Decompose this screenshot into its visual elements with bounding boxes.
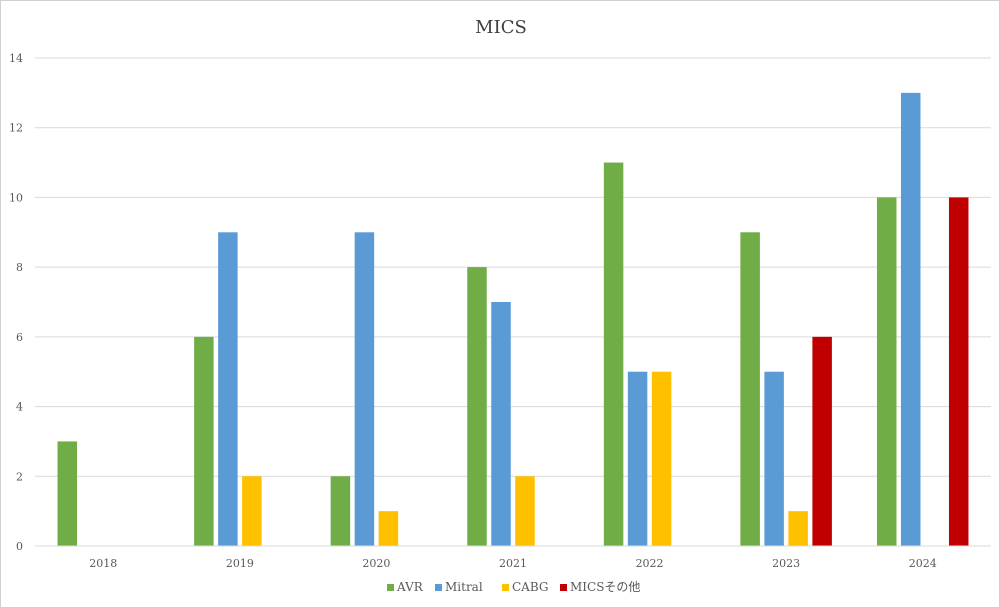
legend-swatch bbox=[560, 584, 567, 591]
x-tick-label: 2023 bbox=[772, 557, 800, 570]
x-tick-label: 2022 bbox=[636, 557, 664, 570]
bar-2019-AVR bbox=[194, 336, 214, 546]
bar-2021-Mitral bbox=[491, 302, 511, 546]
legend-item: MICSその他 bbox=[560, 580, 640, 594]
legend-label: CABG bbox=[512, 580, 548, 594]
grid-lines bbox=[35, 57, 991, 477]
bar-2020-CABG bbox=[378, 511, 399, 546]
legend-item: Mitral bbox=[435, 580, 483, 594]
bars bbox=[57, 92, 969, 547]
legend-item: CABG bbox=[502, 580, 548, 594]
y-tick-label: 12 bbox=[9, 122, 23, 135]
x-axis-ticks: 2018 2019 2020 2021 2022 2023 2024 bbox=[89, 557, 936, 570]
bar-2019-CABG bbox=[242, 476, 262, 546]
bar-2024-AVR bbox=[876, 197, 897, 546]
bar-2018-AVR bbox=[57, 441, 78, 546]
chart-title: MICS bbox=[475, 17, 527, 38]
bar-2021-CABG bbox=[515, 476, 535, 546]
legend-swatch bbox=[387, 584, 394, 591]
y-tick-label: 6 bbox=[16, 331, 23, 344]
bar-2022-CABG bbox=[651, 371, 672, 546]
x-tick-label: 2020 bbox=[362, 557, 390, 570]
legend-swatch bbox=[435, 584, 442, 591]
y-axis-ticks: 0 2 4 6 8 10 12 14 bbox=[9, 52, 23, 553]
y-tick-label: 10 bbox=[9, 191, 23, 204]
y-tick-label: 4 bbox=[16, 401, 23, 414]
legend: AVR Mitral CABG MICSその他 bbox=[387, 580, 640, 594]
x-tick-label: 2018 bbox=[89, 557, 117, 570]
y-tick-label: 0 bbox=[16, 540, 23, 553]
y-tick-label: 2 bbox=[16, 470, 23, 483]
legend-label: MICSその他 bbox=[570, 580, 640, 594]
bar-2023-MICSその他 bbox=[812, 336, 832, 546]
bar-2019-Mitral bbox=[218, 232, 238, 547]
bar-2023-AVR bbox=[740, 232, 760, 547]
x-tick-label: 2024 bbox=[909, 557, 937, 570]
bar-2022-AVR bbox=[603, 162, 624, 547]
bar-2020-AVR bbox=[330, 476, 351, 546]
bar-2023-CABG bbox=[788, 511, 808, 546]
bar-2020-Mitral bbox=[354, 232, 375, 547]
legend-label: AVR bbox=[396, 580, 424, 594]
x-tick-label: 2019 bbox=[226, 557, 254, 570]
bar-2021-AVR bbox=[467, 267, 487, 546]
bar-2024-Mitral bbox=[900, 92, 921, 546]
x-tick-label: 2021 bbox=[499, 557, 527, 570]
bar-2023-Mitral bbox=[764, 371, 784, 546]
y-tick-label: 8 bbox=[16, 261, 23, 274]
legend-swatch bbox=[502, 584, 509, 591]
legend-item: AVR bbox=[387, 580, 424, 594]
bar-2024-MICSその他 bbox=[948, 197, 969, 546]
y-tick-label: 14 bbox=[9, 52, 23, 65]
legend-label: Mitral bbox=[445, 580, 483, 594]
bar-2022-Mitral bbox=[627, 371, 648, 546]
